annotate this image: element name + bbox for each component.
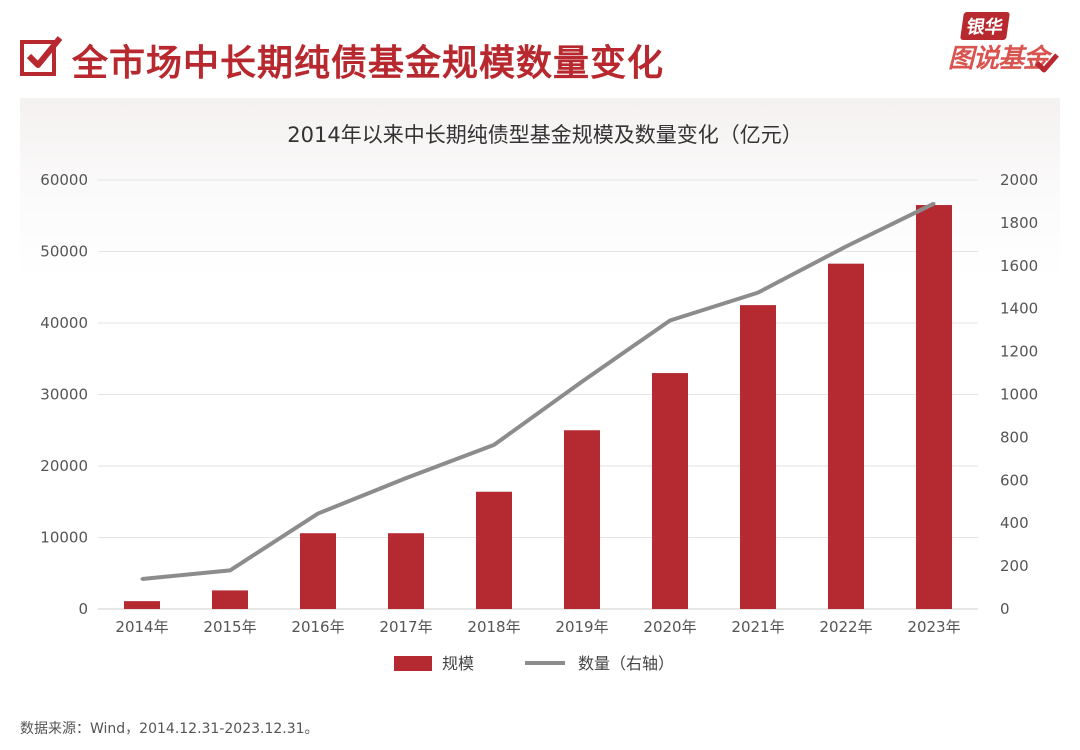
line-point [844,244,848,248]
line-point [932,202,936,206]
x-tick-label: 2020年 [643,618,696,636]
x-tick-label: 2014年 [115,618,168,636]
line-point [316,512,320,516]
page-header: 全市场中长期纯债基金规模数量变化 银华 图说基金 [20,12,1060,84]
y-right-tick-label: 600 [1000,471,1029,489]
x-tick-label: 2016年 [291,618,344,636]
bar [564,430,600,609]
x-tick-label: 2023年 [907,618,960,636]
line-point [492,443,496,447]
chart-legend: 规模 数量（右轴） [394,654,674,673]
bar [916,205,952,609]
line-path [141,201,935,581]
y-right-tick-label: 400 [1000,514,1029,532]
left-axis: 0 10000 20000 30000 40000 50000 60000 [40,171,88,618]
y-right-tick-label: 1600 [1000,257,1038,275]
bar [740,305,776,609]
chart-svg: 2014年以来中长期纯债型基金规模及数量变化（亿元） 0100002000030… [40,123,1038,673]
y-right-tick-label: 1000 [1000,386,1038,404]
y-right-tick-label: 2000 [1000,171,1038,189]
line-point [580,380,584,384]
bar-series [124,205,952,609]
y-left-tick-label: 10000 [40,529,88,547]
x-axis: 2014年 2015年 2016年 2017年 2018年 2019年 2020年 2021年… [115,618,960,636]
brand-logo: 银华 图说基金 [930,12,1060,78]
x-tick-label: 2021年 [731,618,784,636]
right-axis: 0 200 400 600 800 1000 1200 1400 1600 1800 2000 [1000,171,1038,618]
line-point [756,291,760,295]
line-point [140,577,144,581]
bar [388,533,424,609]
y-right-tick-label: 1400 [1000,300,1038,318]
bar [300,533,336,609]
chart-card: 2014年以来中长期纯债型基金规模及数量变化（亿元） 0 10000 20000 30… [20,98,1060,700]
line-series [140,201,936,581]
bar [652,373,688,609]
checkbox-check-icon [20,36,63,76]
y-right-tick-label: 1800 [1000,214,1038,232]
data-source-note: 数据来源：Wind，2014.12.31-2023.12.31。 [20,721,319,737]
y-right-tick-label: 200 [1000,557,1029,575]
line-point [668,318,672,322]
x-tick-label: 2018年 [467,618,520,636]
y-left-tick-label: 20000 [40,457,88,475]
legend-label-line: 数量（右轴） [578,654,674,673]
line-point [228,568,232,572]
y-left-tick-label: 60000 [40,171,88,189]
y-left-tick-label: 0 [78,600,88,618]
x-tick-label: 2017年 [379,618,432,636]
x-tick-label: 2022年 [819,618,872,636]
y-right-tick-label: 1200 [1000,343,1038,361]
y-right-tick-label: 800 [1000,428,1029,446]
legend-label-bar: 规模 [442,654,474,673]
legend-swatch-bar [394,656,432,671]
logo-top-text: 银华 [960,12,1010,40]
y-left-tick-label: 40000 [40,314,88,332]
bar [476,491,512,609]
bar [124,601,160,609]
chart-title: 2014年以来中长期纯债型基金规模及数量变化（亿元） [287,123,802,147]
line-point [404,476,408,480]
bar [212,590,248,609]
bar [828,263,864,609]
x-tick-label: 2019年 [555,618,608,636]
y-right-tick-label: 0 [1000,600,1010,618]
y-left-tick-label: 30000 [40,386,88,404]
y-left-tick-label: 50000 [40,243,88,261]
page-title: 全市场中长期纯债基金规模数量变化 [72,43,665,84]
logo-check-icon [1035,53,1059,73]
logo-bottom-text: 图说基金 [947,44,1049,74]
x-tick-label: 2015年 [203,618,256,636]
